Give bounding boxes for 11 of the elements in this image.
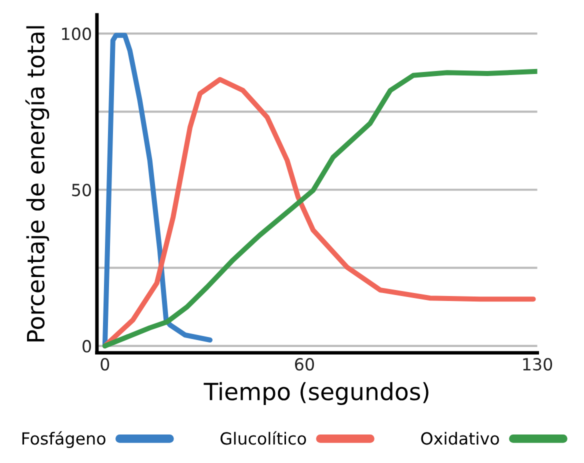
y-tick-label: 50 [72, 184, 91, 196]
x-tick-label: 0 [100, 358, 110, 371]
y-tick-label: 0 [82, 340, 91, 353]
legend-label: Oxidativo [421, 432, 499, 445]
legend-label: Glucolítico [220, 431, 306, 445]
x-axis-title: Tiempo (segundos) [204, 382, 428, 405]
x-tick-label: 130 [523, 358, 552, 371]
x-tick-label: 60 [295, 358, 314, 371]
y-axis-title: Porcentaje de energía total [25, 26, 50, 342]
legend-label: Fosfágeno [22, 431, 106, 448]
y-tick-label: 100 [62, 28, 91, 40]
